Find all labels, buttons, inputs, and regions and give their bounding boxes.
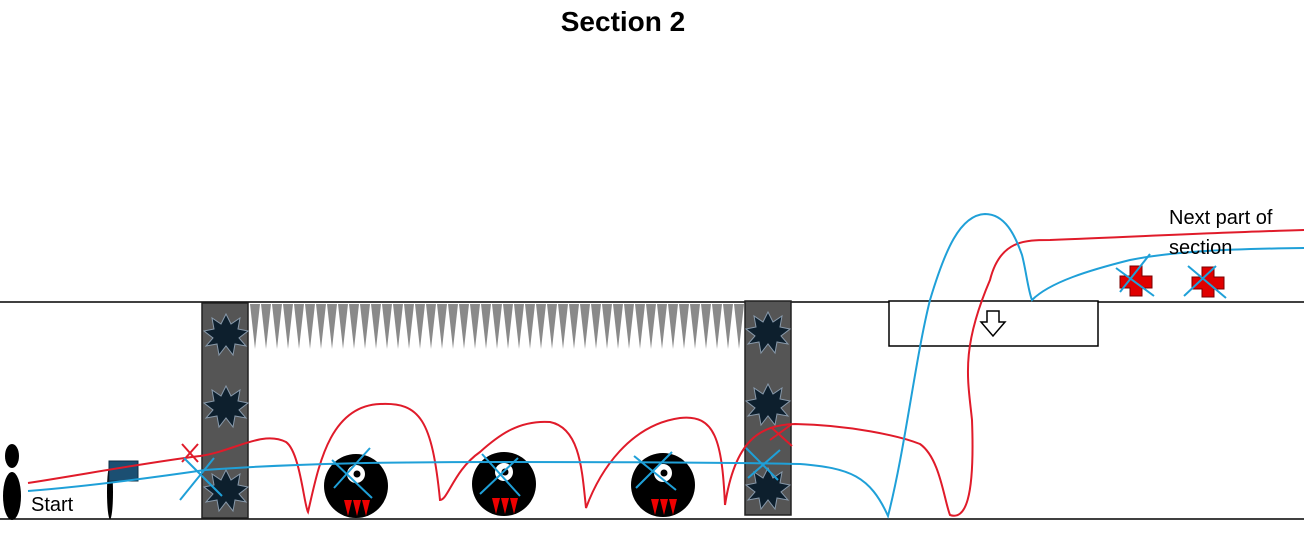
spike [503, 304, 513, 349]
spike [635, 304, 645, 349]
next-part-label-line1: Next part of [1169, 207, 1273, 229]
player-figure-icon [3, 444, 21, 520]
spike [272, 304, 282, 349]
spike [679, 304, 689, 349]
spike [657, 304, 667, 349]
spike [393, 304, 403, 349]
spike [349, 304, 359, 349]
spike [382, 304, 392, 349]
spike [404, 304, 414, 349]
health-cross-icon [1119, 265, 1153, 297]
spike [525, 304, 535, 349]
spike [558, 304, 568, 349]
spike [646, 304, 656, 349]
spike [261, 304, 271, 349]
spike [426, 304, 436, 349]
enemy-monster-icon [324, 454, 388, 518]
diagram-title: Section 2 [560, 6, 686, 37]
spike [591, 304, 601, 349]
spike [283, 304, 293, 349]
spike [305, 304, 315, 349]
spike [338, 304, 348, 349]
spike [415, 304, 425, 349]
spike [580, 304, 590, 349]
spike [360, 304, 370, 349]
spike [690, 304, 700, 349]
spike [327, 304, 337, 349]
spike [723, 304, 733, 349]
next-part-label-line2: section [1169, 237, 1233, 259]
spike [470, 304, 480, 349]
start-label: Start [31, 494, 74, 516]
spike [459, 304, 469, 349]
spike [712, 304, 722, 349]
red-route-path [27, 229, 1304, 517]
red-x-mark [181, 423, 793, 463]
spike [250, 304, 260, 349]
spike [294, 304, 304, 349]
spike [492, 304, 502, 349]
spike [536, 304, 546, 349]
drop-platform [888, 300, 1099, 347]
spike [448, 304, 458, 349]
spike [371, 304, 381, 349]
enemy-monster-icon [631, 453, 695, 517]
spike [613, 304, 623, 349]
spike [547, 304, 557, 349]
spike [481, 304, 491, 349]
spike [624, 304, 634, 349]
left-pillar [201, 302, 249, 519]
spike [569, 304, 579, 349]
blue-route-path [27, 212, 1304, 520]
spike [734, 304, 744, 349]
right-pillar [744, 300, 792, 516]
blue-x-mark [179, 253, 1227, 501]
spike [668, 304, 678, 349]
spike [514, 304, 524, 349]
spike [437, 304, 447, 349]
spike [316, 304, 326, 349]
spike [602, 304, 612, 349]
spike [701, 304, 711, 349]
down-arrow-icon [979, 310, 1007, 338]
spike-row [250, 304, 744, 349]
